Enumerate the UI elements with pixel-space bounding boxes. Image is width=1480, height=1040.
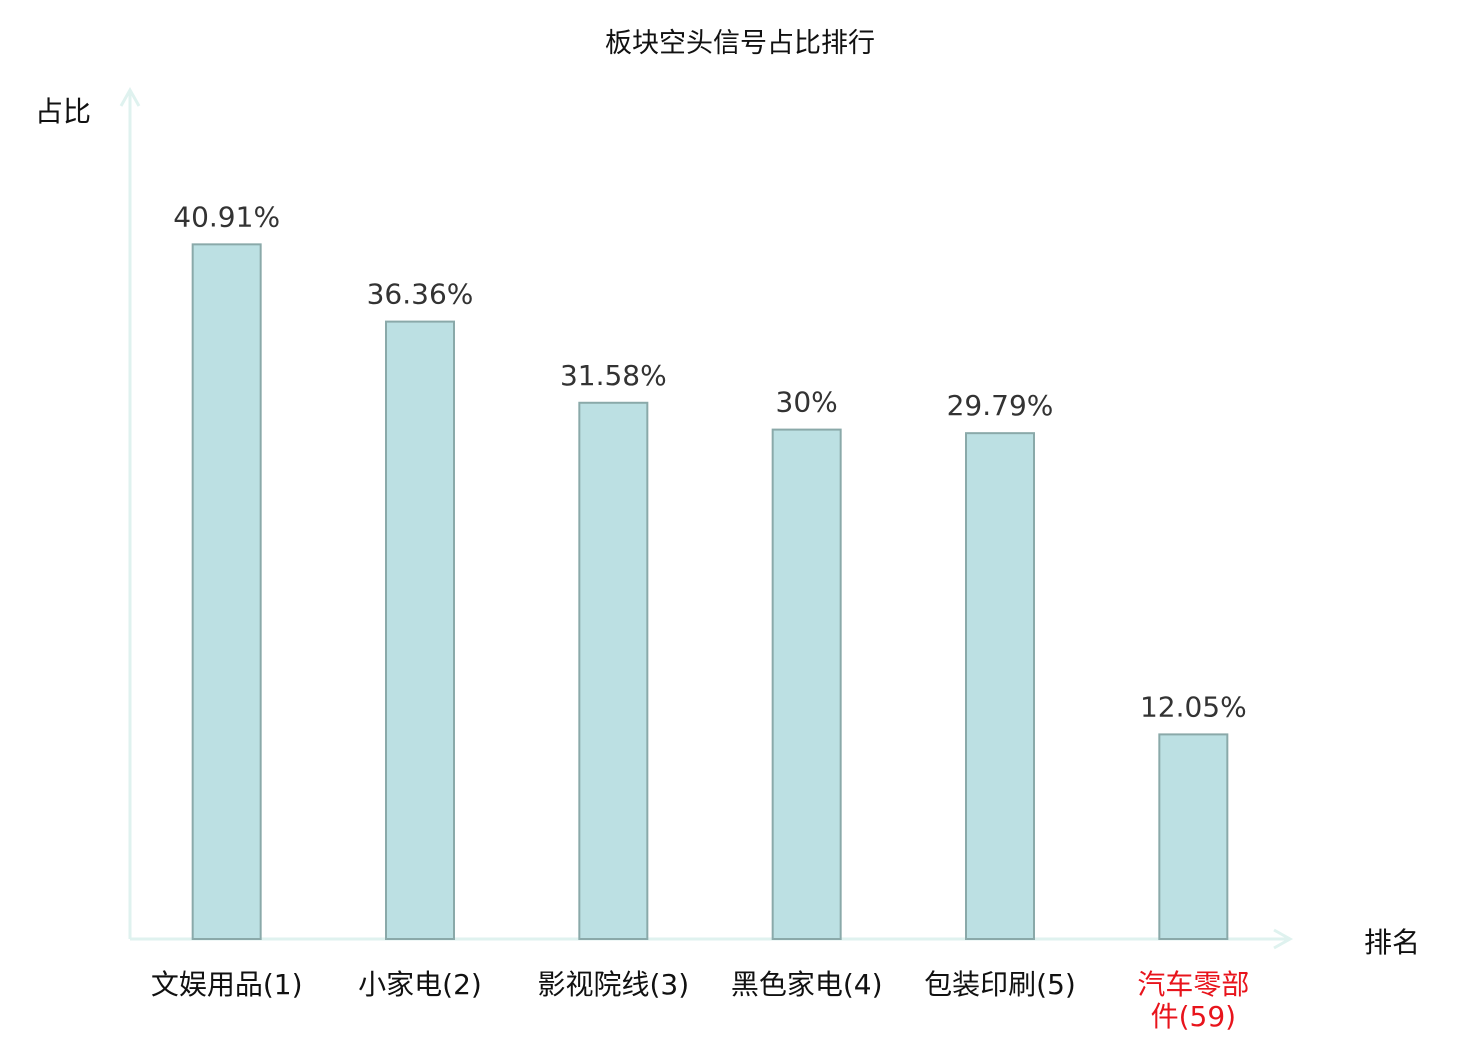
bar (771, 428, 842, 940)
x-tick-labels: 文娱用品(1) 小家电(2) 影视院线(3) 黑色家电(4) 包装印刷(5) 汽车零部件(… (151, 968, 1250, 1033)
x-tick-label: 汽车零部 (1137, 968, 1249, 1001)
data-label: 31.58% (560, 359, 667, 392)
x-axis-label: 排名 (1364, 926, 1420, 959)
bars (191, 243, 1229, 941)
data-label: 12.05% (1140, 690, 1247, 723)
data-labels: 40.91% 36.36% 31.58% 30% 29.79% 12.05% (173, 200, 1246, 723)
bar (578, 401, 649, 940)
data-label: 40.91% (173, 200, 280, 233)
x-tick-label: 小家电(2) (358, 968, 482, 1001)
data-label: 36.36% (367, 278, 474, 311)
data-label: 30% (776, 386, 838, 419)
x-tick-label: 文娱用品(1) (151, 968, 303, 1001)
bar (965, 432, 1035, 940)
bar (385, 320, 455, 941)
bar (1158, 733, 1229, 940)
data-label: 29.79% (947, 389, 1054, 422)
y-axis-label: 占比 (35, 95, 91, 128)
x-tick-label: 影视院线(3) (537, 968, 689, 1001)
axes (119, 86, 1294, 950)
y-axis-arrow-icon (119, 86, 141, 107)
x-axis-arrow-icon (1273, 928, 1294, 950)
x-tick-label: 黑色家电(4) (731, 968, 883, 1001)
x-tick-label: 包装印刷(5) (924, 968, 1076, 1001)
x-tick-label: 件(59) (1151, 1000, 1236, 1033)
bar (191, 243, 262, 940)
chart-title: 板块空头信号占比排行 (605, 28, 875, 59)
